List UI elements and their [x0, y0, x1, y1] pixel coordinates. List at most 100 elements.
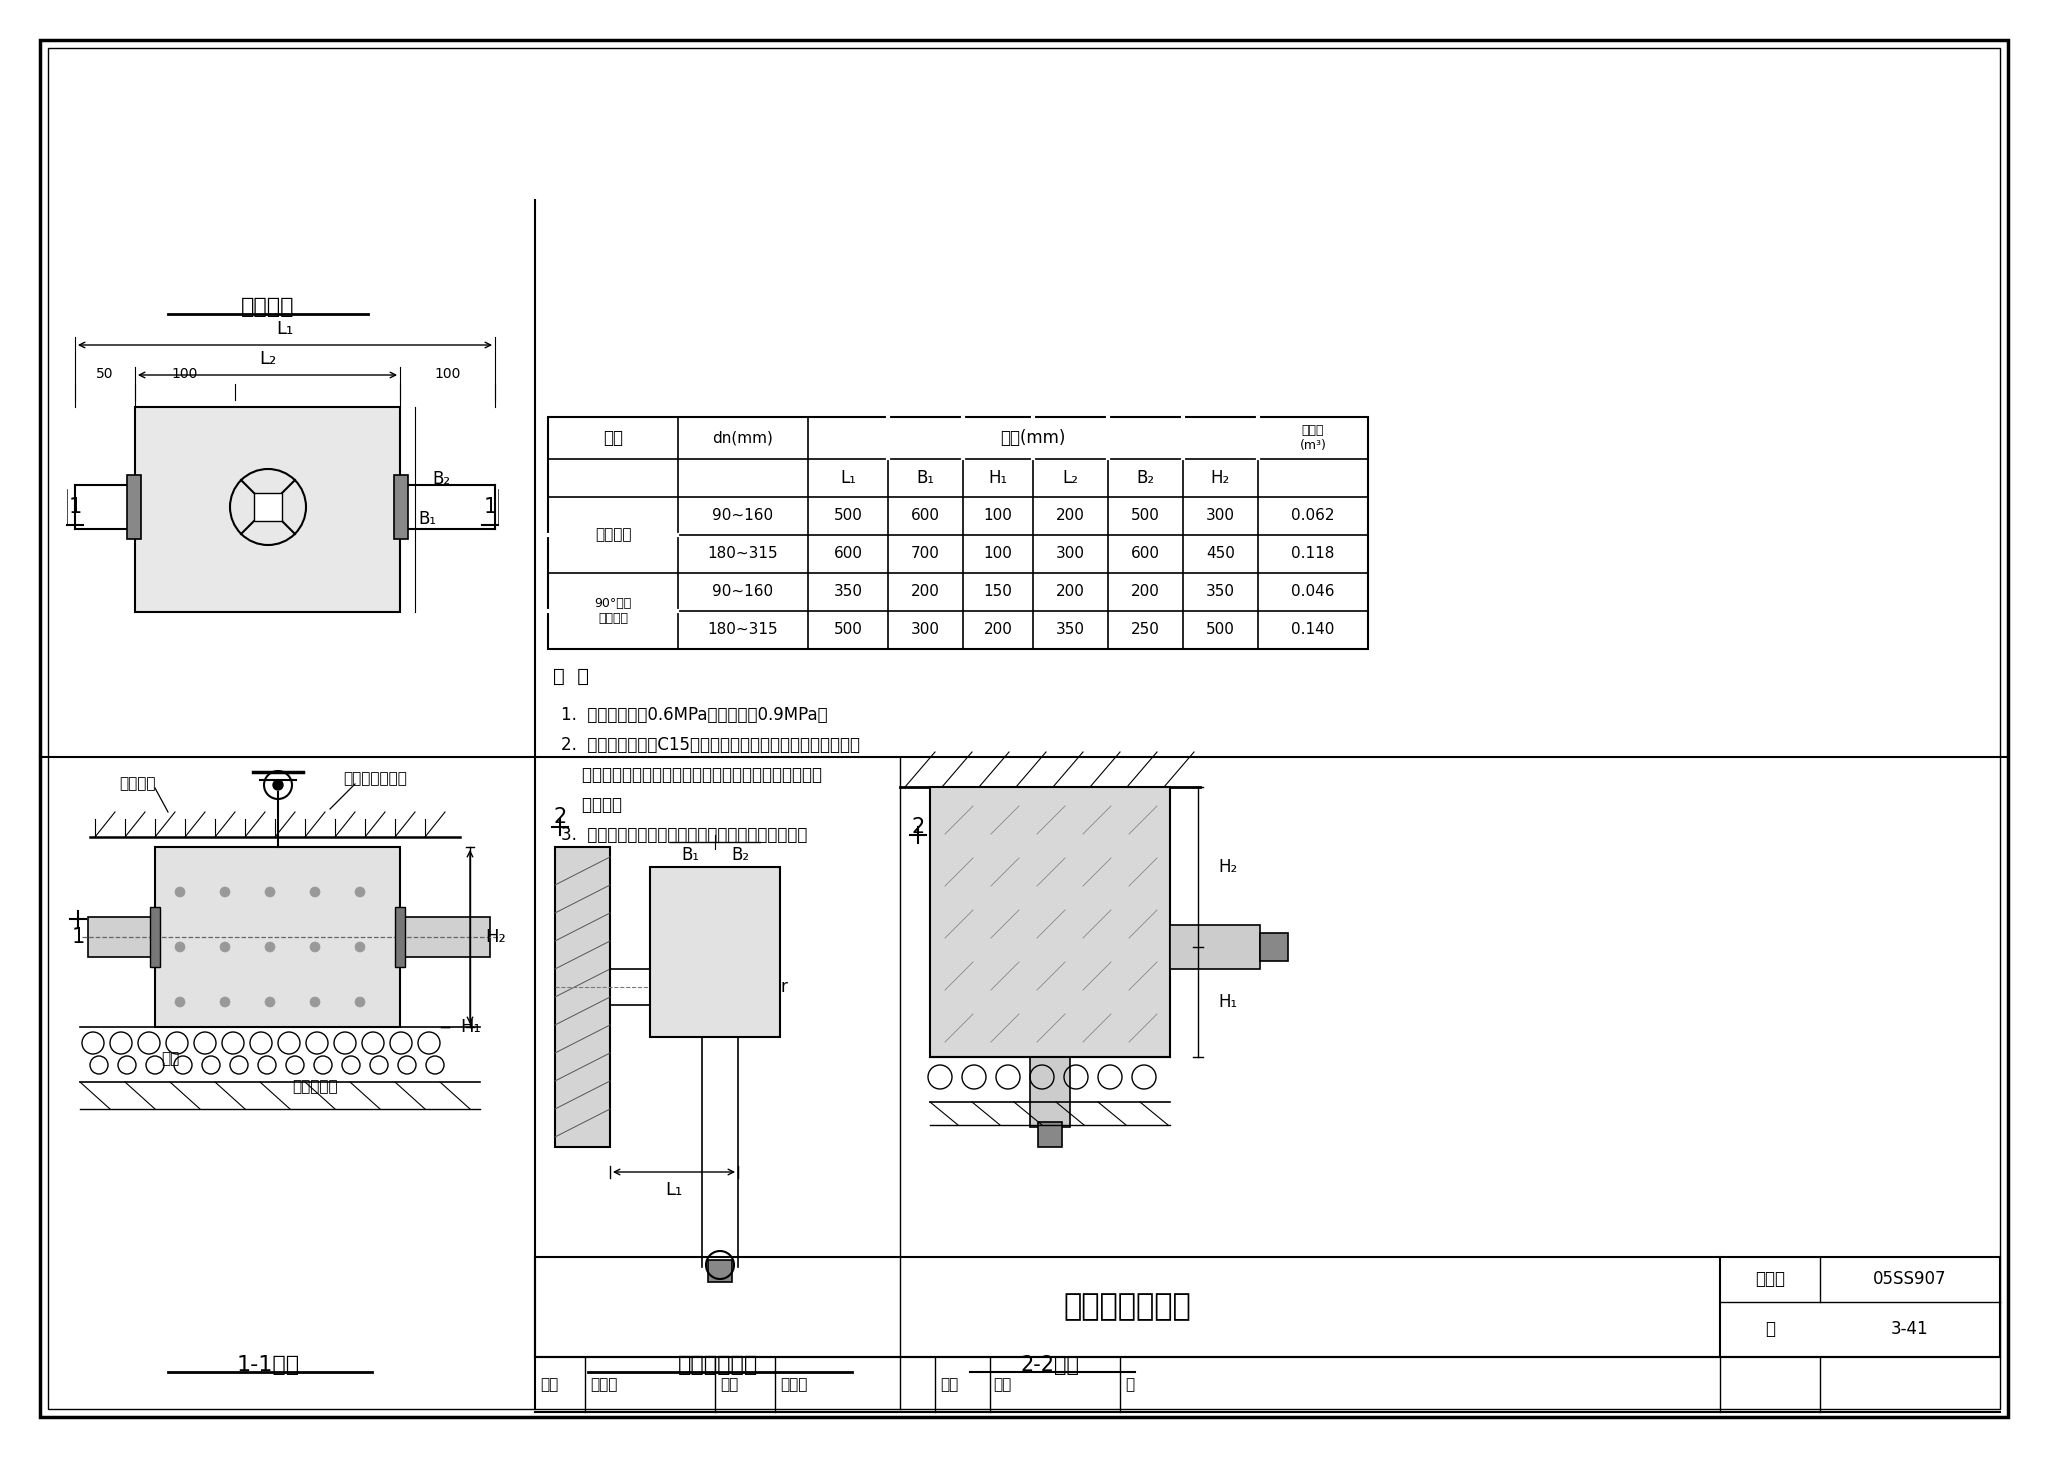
- Text: 设计: 设计: [940, 1377, 958, 1391]
- Text: H₁: H₁: [461, 1018, 481, 1036]
- Text: 350: 350: [1057, 622, 1085, 638]
- Text: L₂: L₂: [258, 350, 276, 369]
- Circle shape: [354, 887, 365, 898]
- Text: 90~160: 90~160: [713, 584, 774, 599]
- Text: dn(mm): dn(mm): [713, 430, 774, 446]
- Text: 类型: 类型: [602, 428, 623, 447]
- Bar: [127, 475, 141, 539]
- Circle shape: [309, 943, 319, 951]
- Text: H₁: H₁: [1219, 994, 1237, 1011]
- Text: 校对: 校对: [721, 1377, 737, 1391]
- Text: 1-1剖面: 1-1剖面: [236, 1355, 299, 1375]
- Text: 粗石: 粗石: [162, 1052, 178, 1067]
- Text: H₁: H₁: [989, 469, 1008, 487]
- Text: 350: 350: [834, 584, 862, 599]
- Text: 200: 200: [1057, 508, 1085, 523]
- Text: 2: 2: [911, 817, 924, 836]
- Circle shape: [272, 779, 283, 790]
- Text: 180~315: 180~315: [709, 546, 778, 561]
- Text: 法兰连接: 法兰连接: [119, 777, 156, 791]
- Circle shape: [354, 997, 365, 1007]
- Text: 的一侧。: 的一侧。: [561, 796, 623, 814]
- Text: 闫利国: 闫利国: [780, 1377, 807, 1391]
- Bar: [150, 908, 160, 967]
- Circle shape: [174, 887, 184, 898]
- Text: 600: 600: [911, 508, 940, 523]
- Text: 2.  支墩砼不宜低于C15级，应现场浇筑在开挖的原状土地基。: 2. 支墩砼不宜低于C15级，应现场浇筑在开挖的原状土地基。: [561, 736, 860, 755]
- Text: 1: 1: [72, 927, 84, 947]
- Circle shape: [354, 943, 365, 951]
- Bar: [930, 787, 1169, 1056]
- Text: r: r: [780, 978, 786, 997]
- Text: 450: 450: [1206, 546, 1235, 561]
- Text: 200: 200: [983, 622, 1012, 638]
- Bar: [649, 867, 780, 1037]
- Text: 0.046: 0.046: [1290, 584, 1335, 599]
- Text: B₂: B₂: [432, 471, 451, 488]
- Text: 300: 300: [911, 622, 940, 638]
- Text: 300: 300: [1057, 546, 1085, 561]
- Bar: [1038, 1122, 1063, 1147]
- Text: 100: 100: [983, 508, 1012, 523]
- Text: 支承管道水平方向推力的止推墩应浇筑在管道受力方向: 支承管道水平方向推力的止推墩应浇筑在管道受力方向: [561, 766, 821, 784]
- Text: 2-2剖面: 2-2剖面: [1020, 1355, 1079, 1375]
- Text: L₂: L₂: [1063, 469, 1079, 487]
- Bar: [156, 847, 399, 1027]
- Bar: [1260, 932, 1288, 962]
- Bar: [393, 475, 408, 539]
- Text: 砼用量
(m³): 砼用量 (m³): [1300, 424, 1327, 452]
- Text: L₁: L₁: [840, 469, 856, 487]
- Circle shape: [264, 943, 274, 951]
- Text: 50: 50: [96, 367, 115, 380]
- Text: 防下移支墩: 防下移支墩: [293, 1080, 338, 1094]
- Text: 700: 700: [911, 546, 940, 561]
- Text: 500: 500: [834, 508, 862, 523]
- Text: 200: 200: [911, 584, 940, 599]
- Text: L₁: L₁: [276, 321, 293, 338]
- Text: H₂: H₂: [485, 928, 506, 946]
- Circle shape: [174, 997, 184, 1007]
- Bar: [88, 916, 156, 957]
- Text: 3.  本图根据河北宝硕管材有限公司提供的资料编制。: 3. 本图根据河北宝硕管材有限公司提供的资料编制。: [561, 826, 807, 844]
- Text: 0.140: 0.140: [1292, 622, 1335, 638]
- Text: 0.062: 0.062: [1290, 508, 1335, 523]
- Text: 500: 500: [1130, 508, 1159, 523]
- Text: 说  明: 说 明: [553, 667, 590, 686]
- Bar: [399, 916, 489, 957]
- Text: 90~160: 90~160: [713, 508, 774, 523]
- Text: 0.118: 0.118: [1292, 546, 1335, 561]
- Circle shape: [309, 887, 319, 898]
- Text: B₁: B₁: [918, 469, 934, 487]
- Text: 曲申面: 曲申面: [590, 1377, 616, 1391]
- Bar: [535, 1257, 2001, 1356]
- Circle shape: [264, 997, 274, 1007]
- Text: B₂: B₂: [731, 847, 750, 864]
- Circle shape: [219, 997, 229, 1007]
- Text: L₁: L₁: [666, 1182, 682, 1199]
- Bar: [254, 492, 283, 522]
- Circle shape: [219, 943, 229, 951]
- Bar: [395, 908, 406, 967]
- Text: 1: 1: [483, 497, 496, 517]
- Text: 1.  管道工作压力0.6MPa，试验压力0.9MPa。: 1. 管道工作压力0.6MPa，试验压力0.9MPa。: [561, 707, 827, 724]
- Text: 黄液: 黄液: [993, 1377, 1012, 1391]
- Bar: [549, 417, 1368, 648]
- Text: 90°水平
三通支墩: 90°水平 三通支墩: [594, 597, 631, 625]
- Text: 180~315: 180~315: [709, 622, 778, 638]
- Text: H₂: H₂: [1219, 858, 1237, 876]
- Text: 200: 200: [1130, 584, 1159, 599]
- Text: B₂: B₂: [1137, 469, 1155, 487]
- Text: 2: 2: [553, 807, 567, 828]
- Text: 尺寸(mm): 尺寸(mm): [999, 428, 1065, 447]
- Bar: [135, 407, 399, 612]
- Text: 500: 500: [834, 622, 862, 638]
- Text: 100: 100: [434, 367, 461, 380]
- Text: 600: 600: [834, 546, 862, 561]
- Bar: [555, 847, 610, 1147]
- Text: 1: 1: [68, 497, 82, 517]
- Text: 阀门支墩: 阀门支墩: [242, 297, 295, 318]
- Bar: [1169, 925, 1260, 969]
- Text: B₁: B₁: [682, 847, 698, 864]
- Circle shape: [309, 997, 319, 1007]
- Text: 防移动扭曲支墩: 防移动扭曲支墩: [344, 772, 408, 787]
